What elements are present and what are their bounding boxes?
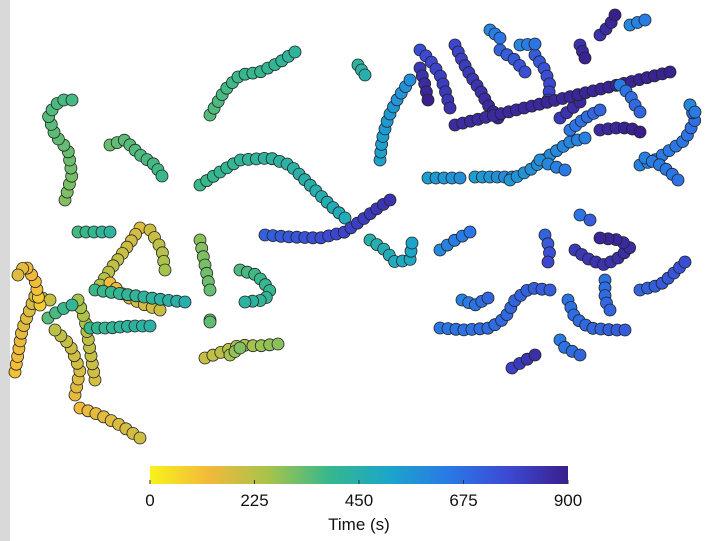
colorbar-label: Time (s)	[328, 515, 390, 534]
data-point	[688, 105, 702, 119]
data-point	[633, 125, 647, 139]
data-point	[578, 131, 592, 145]
data-point	[481, 291, 495, 305]
colorbar-tick-label: 675	[449, 491, 477, 510]
data-point	[233, 341, 247, 355]
data-point	[178, 295, 192, 309]
data-point	[638, 13, 652, 27]
data-point	[203, 315, 217, 329]
data-point	[528, 37, 542, 51]
data-point	[633, 105, 647, 119]
colorbar-tick-label: 0	[145, 491, 154, 510]
data-point	[443, 101, 457, 115]
data-point	[663, 65, 677, 79]
data-point	[671, 173, 685, 187]
data-point	[65, 93, 79, 107]
data-point	[558, 163, 572, 177]
data-point	[143, 319, 157, 333]
data-points	[8, 8, 702, 445]
data-point	[493, 31, 507, 45]
colorbar-ticks: 0 225 450 675 900	[145, 480, 582, 510]
data-point	[153, 303, 167, 317]
data-point	[578, 51, 592, 65]
data-point	[133, 431, 147, 445]
data-point	[103, 225, 117, 239]
data-point	[421, 93, 435, 107]
data-point	[543, 283, 557, 297]
data-point	[158, 263, 172, 277]
data-point	[541, 255, 555, 269]
data-point	[618, 323, 632, 337]
data-point	[358, 68, 372, 82]
colorbar-tick-label: 450	[345, 491, 373, 510]
data-point	[463, 225, 477, 239]
data-point	[573, 208, 587, 222]
data-point	[383, 193, 397, 207]
data-point	[528, 348, 542, 362]
data-point	[405, 236, 419, 250]
colorbar: 0 225 450 675 900 Time (s)	[145, 466, 582, 534]
colorbar-gradient	[150, 466, 568, 484]
data-point	[203, 283, 217, 297]
data-point	[453, 171, 467, 185]
data-point	[11, 268, 25, 282]
data-point	[593, 103, 607, 117]
colorbar-tick-label: 900	[554, 491, 582, 510]
data-point	[155, 169, 169, 183]
data-point	[403, 73, 417, 87]
data-point	[603, 303, 617, 317]
data-point	[238, 295, 252, 309]
data-point	[338, 211, 352, 225]
data-point	[678, 255, 692, 269]
data-point	[271, 337, 285, 351]
data-point	[573, 348, 587, 362]
data-point	[608, 8, 622, 22]
colorbar-tick-label: 225	[240, 491, 268, 510]
data-point	[518, 65, 532, 79]
data-point	[65, 298, 79, 312]
data-point	[288, 45, 302, 59]
data-point	[593, 231, 607, 245]
data-point	[48, 323, 62, 337]
data-point	[583, 213, 597, 227]
